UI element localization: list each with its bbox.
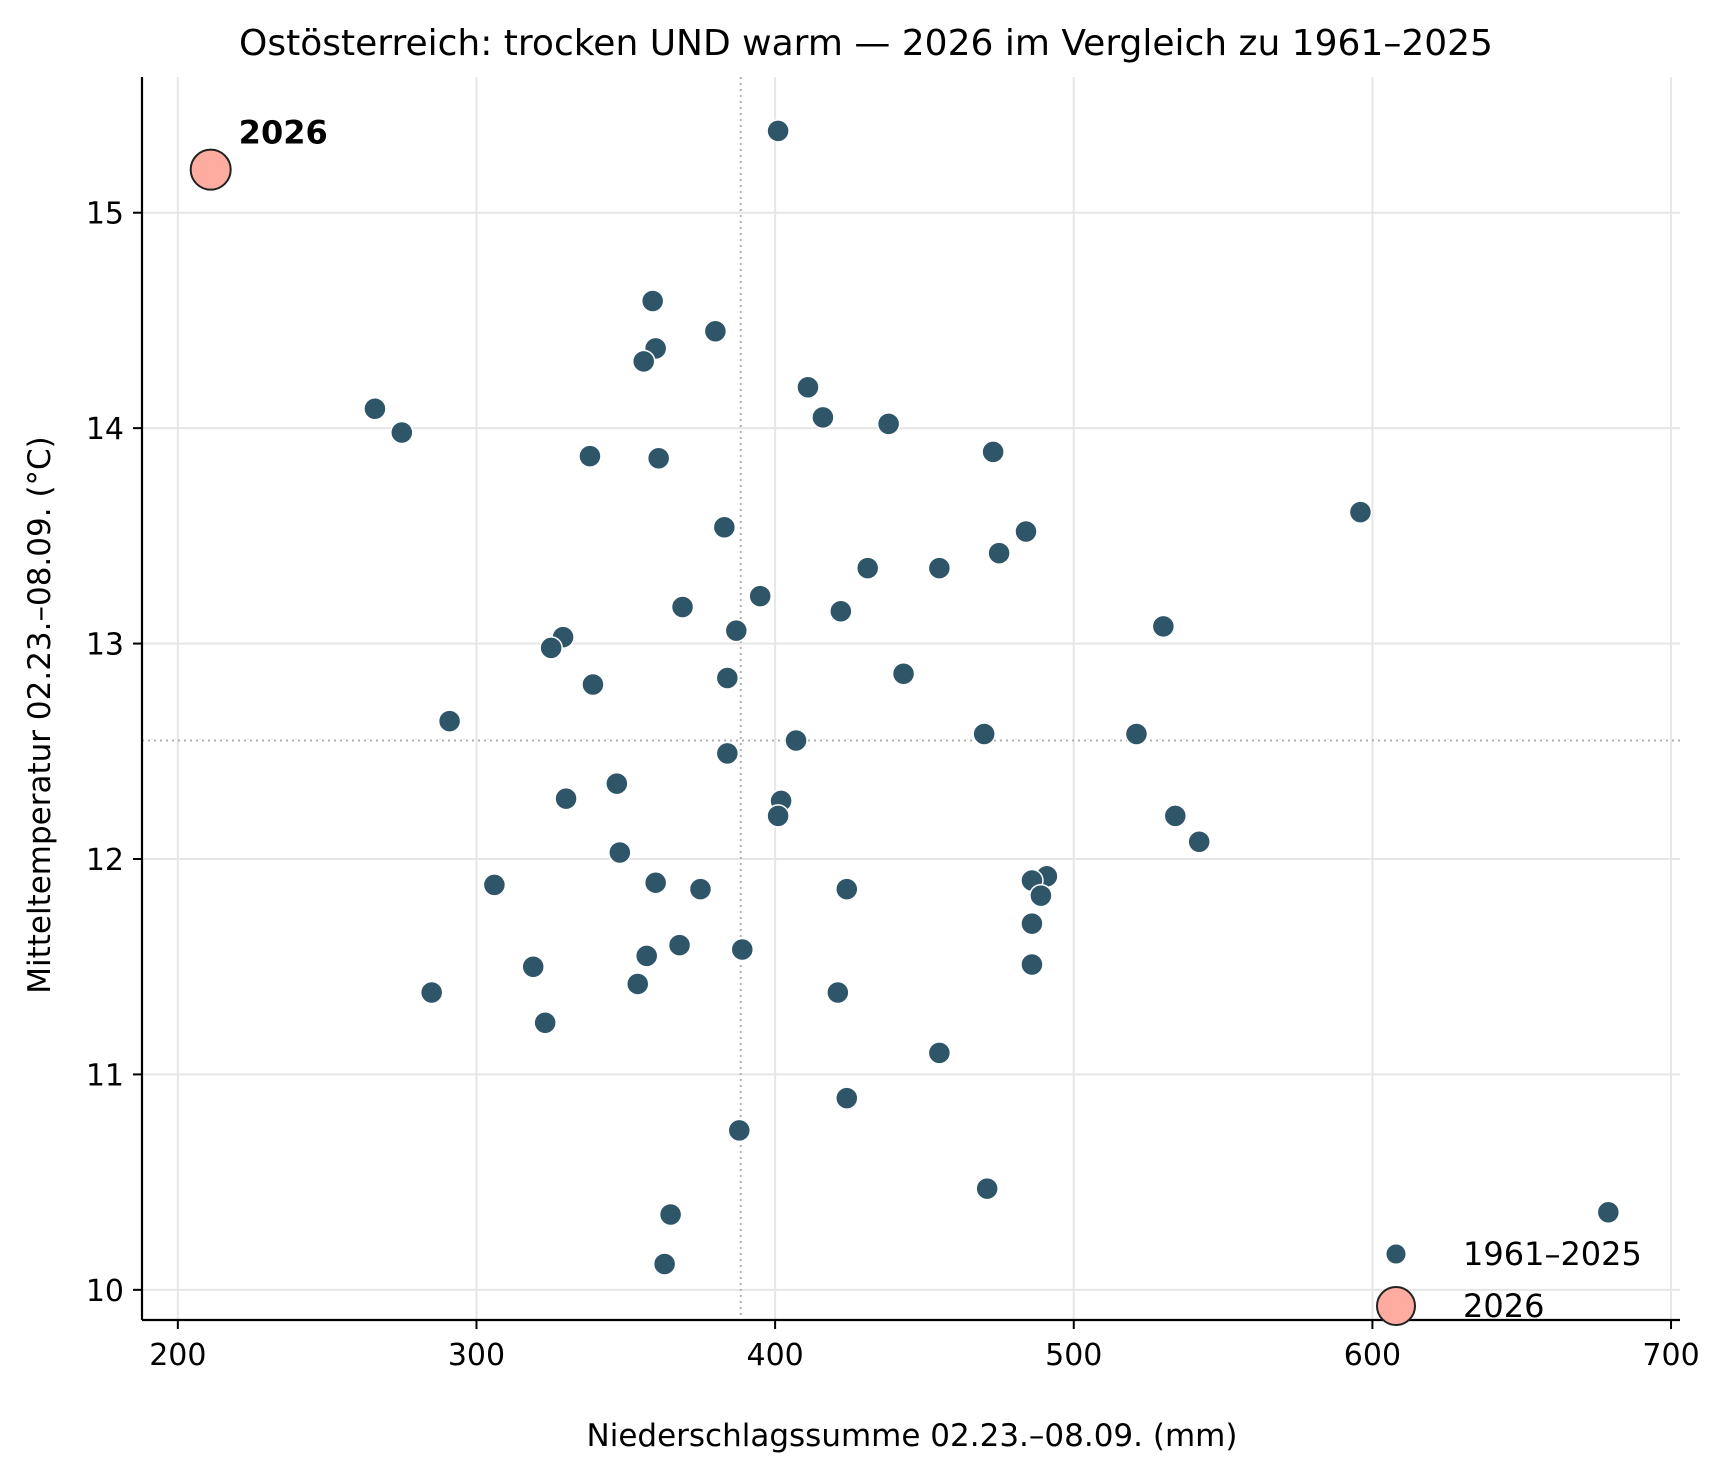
legend-marker-2026 (1376, 1286, 1416, 1326)
data-point-1961-2025 (715, 666, 740, 690)
axes (133, 77, 1680, 1329)
data-point-1961-2025 (688, 877, 713, 901)
data-point-1961-2025 (634, 944, 659, 968)
data-point-1961-2025 (1187, 830, 1211, 854)
annotation-2026: 2026 (239, 114, 328, 152)
data-point-1961-2025 (796, 375, 820, 399)
x-tick-label: 700 (1642, 1338, 1699, 1373)
data-point-1961-2025 (727, 1118, 752, 1143)
x-tick-label: 500 (1045, 1338, 1102, 1373)
data-point-1961-2025 (987, 541, 1011, 565)
data-point-1961-2025 (554, 786, 578, 811)
y-tick-label: 11 (86, 1058, 124, 1093)
x-tick-label: 600 (1344, 1338, 1401, 1373)
data-point-1961-2025 (1163, 804, 1188, 828)
data-point-1961-2025 (972, 722, 996, 746)
data-point-1961-2025 (835, 877, 859, 901)
data-point-1961-2025 (670, 595, 695, 619)
data-point-1961-2025 (855, 556, 880, 580)
x-tick-labels: 200 300 400 500 600 700 (149, 1338, 1699, 1373)
y-tick-label: 14 (86, 412, 124, 447)
mean-reference-lines (142, 77, 1680, 1320)
data-point-1961-2025 (581, 672, 605, 697)
data-point-1961-2025 (712, 515, 737, 539)
data-point-1961-2025 (766, 119, 790, 143)
data-point-1961-2025 (1020, 952, 1044, 977)
data-point-1961-2025 (826, 980, 850, 1005)
data-point-1961-2025 (625, 972, 650, 996)
data-point-1961-2025 (631, 349, 656, 374)
data-point-1961-2025 (578, 444, 602, 468)
data-point-1961-2025 (1151, 614, 1176, 639)
data-point-1961-2025 (667, 933, 692, 957)
data-point-1961-2025 (640, 289, 665, 313)
data-point-1961-2025 (748, 584, 772, 608)
data-point-1961-2025 (784, 728, 808, 753)
x-tick-label: 400 (746, 1338, 803, 1373)
data-point-1961-2025 (811, 405, 835, 430)
legend: 1961–2025 2026 (1376, 1235, 1642, 1326)
data-point-1961-2025 (652, 1252, 677, 1276)
data-point-1961-2025 (975, 1176, 999, 1201)
data-point-1961-2025 (533, 1010, 557, 1035)
data-point-1961-2025 (1124, 722, 1149, 746)
data-point-1961-2025 (981, 440, 1005, 464)
data-point-2026 (189, 148, 232, 191)
y-tick-label: 15 (86, 197, 124, 232)
data-point-1961-2025 (1014, 519, 1038, 544)
data-point-1961-2025 (730, 937, 755, 962)
y-tick-labels: 10 11 12 13 14 15 (86, 197, 124, 1309)
data-point-1961-2025 (1348, 500, 1373, 524)
legend-marker-1961-2025 (1385, 1243, 1407, 1265)
grid (142, 77, 1680, 1320)
data-point-1961-2025 (658, 1202, 683, 1227)
x-tick-label: 300 (448, 1338, 505, 1373)
data-point-1961-2025 (703, 319, 728, 343)
data-point-1961-2025 (1020, 911, 1044, 936)
data-point-1961-2025 (766, 804, 790, 828)
y-tick-label: 12 (86, 843, 124, 878)
data-point-1961-2025 (1596, 1200, 1621, 1225)
data-point-1961-2025 (608, 840, 632, 865)
data-point-1961-2025 (521, 954, 545, 979)
data-point-1961-2025 (715, 741, 740, 766)
data-point-1961-2025 (927, 1041, 952, 1065)
data-point-1961-2025 (835, 1086, 859, 1110)
y-axis-label: Mitteltemperatur 02.23.–08.09. (°C) (22, 436, 58, 994)
y-tick-label: 10 (86, 1274, 124, 1309)
data-point-1961-2025 (437, 709, 462, 733)
data-point-1961-2025 (724, 618, 749, 643)
data-point-1961-2025 (1029, 883, 1053, 908)
data-point-1961-2025 (605, 771, 629, 796)
legend-label-2026: 2026 (1463, 1287, 1544, 1325)
data-points (189, 119, 1621, 1276)
data-point-1961-2025 (482, 873, 507, 897)
data-point-1961-2025 (829, 599, 853, 624)
data-point-1961-2025 (363, 397, 387, 421)
data-point-1961-2025 (390, 420, 414, 445)
data-point-1961-2025 (646, 446, 671, 471)
data-point-1961-2025 (539, 636, 563, 660)
x-axis-label: Niederschlagssumme 02.23.–08.09. (mm) (587, 1418, 1238, 1454)
data-point-1961-2025 (891, 661, 916, 686)
data-point-1961-2025 (927, 556, 952, 580)
data-point-1961-2025 (643, 870, 668, 895)
y-tick-label: 13 (86, 628, 124, 663)
chart-title: Ostösterreich: trocken UND warm — 2026 i… (239, 23, 1493, 64)
x-tick-label: 200 (149, 1338, 206, 1373)
legend-label-1961-2025: 1961–2025 (1463, 1235, 1642, 1273)
data-point-1961-2025 (876, 412, 901, 436)
data-point-1961-2025 (419, 980, 444, 1005)
